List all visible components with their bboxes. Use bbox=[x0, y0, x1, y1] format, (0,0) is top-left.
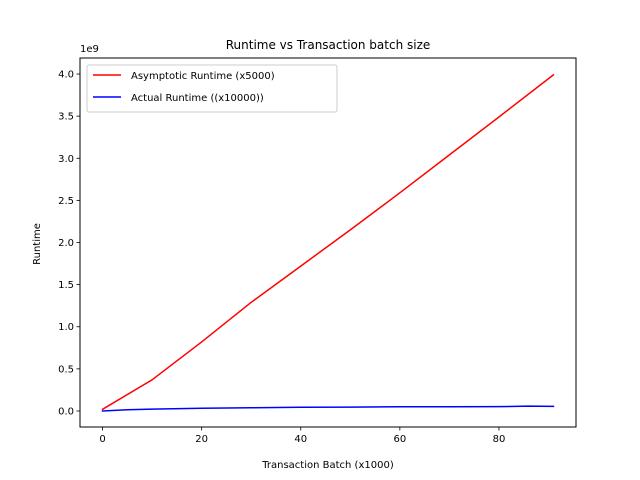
series-layer bbox=[101, 73, 555, 412]
y-tick-label: 1.0 bbox=[58, 322, 74, 333]
y-tick-label: 1.5 bbox=[58, 280, 74, 291]
y-tick-label: 3.5 bbox=[58, 112, 74, 123]
y-tick-label: 0.0 bbox=[58, 406, 74, 417]
legend-label-1: Asymptotic Runtime (x5000) bbox=[131, 71, 275, 82]
x-tick-label: 0 bbox=[99, 434, 105, 445]
x-tick-label: 80 bbox=[493, 434, 506, 445]
y-tick-label: 3.0 bbox=[58, 154, 74, 165]
y-tick-label: 2.5 bbox=[58, 196, 74, 207]
series-line-2 bbox=[101, 405, 555, 412]
series-line-1 bbox=[101, 73, 555, 411]
plot-area-frame bbox=[79, 57, 577, 428]
legend: Asymptotic Runtime (x5000) Actual Runtime… bbox=[86, 64, 338, 113]
y-axis-label: Runtime bbox=[32, 223, 43, 265]
legend-label-2: Actual Runtime ((x10000)) bbox=[131, 93, 264, 104]
legend-box bbox=[86, 64, 338, 113]
x-tick-label: 40 bbox=[294, 434, 307, 445]
y-offset-label: 1e9 bbox=[80, 44, 99, 55]
y-tick-label: 2.0 bbox=[58, 238, 74, 249]
x-axis-label: Transaction Batch (x1000) bbox=[261, 460, 394, 471]
x-tick-label: 60 bbox=[393, 434, 406, 445]
x-tick-label: 20 bbox=[195, 434, 208, 445]
y-tick-label: 0.5 bbox=[58, 364, 74, 375]
y-tick-label: 4.0 bbox=[58, 70, 74, 81]
ticks-layer: 0 20 40 60 80 0.0 0.5 1.0 1.5 2.0 2.5 3.0 3.5 4.0 bbox=[58, 70, 505, 445]
chart-title: Runtime vs Transaction batch size bbox=[226, 38, 431, 52]
